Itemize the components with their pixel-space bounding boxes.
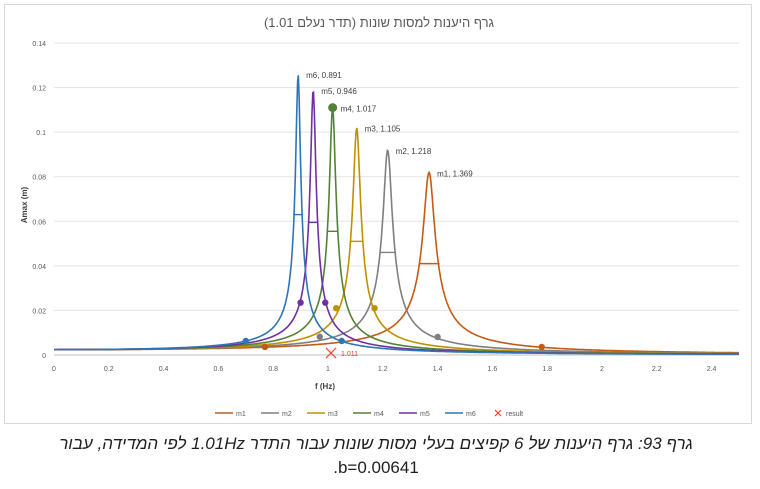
y-tick-label: 0.02 bbox=[32, 308, 46, 315]
x-tick-label: 0.2 bbox=[104, 366, 114, 373]
x-tick-label: 1 bbox=[326, 366, 330, 373]
series-line-m4 bbox=[54, 107, 739, 355]
series-line-m6 bbox=[54, 75, 739, 355]
marker-m6 bbox=[338, 337, 345, 345]
y-tick-label: 0.12 bbox=[32, 86, 46, 93]
half-width-markers bbox=[293, 213, 440, 265]
y-axis-ticks: 0 0.02 0.04 0.06 0.08 0.1 0.12 0.14 bbox=[32, 41, 46, 360]
legend-label-m5: m5 bbox=[420, 411, 430, 418]
marker-m3 bbox=[333, 305, 340, 312]
resonance-chart: גרף היענות למסות שונות (תדר נעלם 1.01) 0… bbox=[20, 15, 739, 418]
peak-label-m4: m4, 1.017 bbox=[341, 105, 377, 114]
peak-label-m2: m2, 1.218 bbox=[396, 147, 432, 156]
y-tick-label: 0 bbox=[42, 353, 46, 360]
legend-label-m3: m3 bbox=[328, 411, 338, 418]
x-tick-label: 1.2 bbox=[378, 366, 388, 373]
x-axis-ticks: 0 0.2 0.4 0.6 0.8 1 1.2 1.4 1.6 1.8 2 2.2 2.4 bbox=[52, 366, 717, 373]
marker-m5 bbox=[322, 299, 329, 306]
x-tick-label: 0.6 bbox=[214, 366, 224, 373]
x-tick-label: 0.8 bbox=[268, 366, 278, 373]
x-tick-label: 0 bbox=[52, 366, 56, 373]
x-tick-label: 2.2 bbox=[652, 366, 662, 373]
marker-m5 bbox=[297, 299, 304, 306]
peak-labels: m1, 1.369 m2, 1.218 m3, 1.105 m4, 1.017 m5, … bbox=[306, 71, 473, 178]
marker-m1 bbox=[538, 343, 545, 351]
legend-label-m2: m2 bbox=[282, 411, 292, 418]
y-axis-label: Amax (m) bbox=[20, 186, 29, 223]
legend-swatch-result bbox=[494, 409, 502, 417]
peak-label-m3: m3, 1.105 bbox=[365, 125, 401, 134]
x-tick-label: 1.8 bbox=[542, 366, 552, 373]
caption-line-1: גרף 93: גרף היענות של 6 קפיצים בעלי מסות… bbox=[59, 434, 693, 453]
legend: m1 m2 m3 m4 m5 m6 result bbox=[215, 409, 523, 418]
figure-caption: גרף 93: גרף היענות של 6 קפיצים בעלי מסות… bbox=[0, 432, 752, 480]
peak-label-m1: m1, 1.369 bbox=[437, 169, 473, 178]
caption-line-2: b=0.00641. bbox=[333, 458, 419, 477]
peak-label-m5: m5, 0.946 bbox=[321, 87, 357, 96]
chart-title: גרף היענות למסות שונות (תדר נעלם 1.01) bbox=[264, 15, 495, 30]
legend-label-m4: m4 bbox=[374, 411, 384, 418]
x-tick-label: 1.4 bbox=[433, 366, 443, 373]
x-tick-label: 1.6 bbox=[488, 366, 498, 373]
legend-label-m6: m6 bbox=[466, 411, 476, 418]
marker-m3 bbox=[371, 305, 378, 312]
result-x-mark bbox=[325, 347, 337, 359]
result-label: 1.011 bbox=[341, 351, 358, 358]
x-tick-label: 0.4 bbox=[159, 366, 169, 373]
legend-label-result: result bbox=[506, 411, 523, 418]
result-marker: 1.011 bbox=[325, 347, 358, 359]
x-axis-label: f (Hz) bbox=[315, 382, 335, 391]
marker-m4 bbox=[328, 103, 338, 113]
y-tick-label: 0.1 bbox=[36, 130, 46, 137]
marker-m6 bbox=[242, 337, 249, 345]
marker-m2 bbox=[434, 333, 441, 341]
series-markers bbox=[242, 103, 545, 351]
legend-label-m1: m1 bbox=[236, 411, 246, 418]
series-line-m3 bbox=[54, 127, 739, 355]
y-tick-label: 0.14 bbox=[32, 41, 46, 48]
peak-label-m6: m6, 0.891 bbox=[306, 71, 342, 80]
y-tick-label: 0.06 bbox=[32, 219, 46, 226]
x-tick-label: 2.4 bbox=[707, 366, 717, 373]
marker-m1 bbox=[261, 343, 269, 351]
gridlines bbox=[54, 42, 739, 356]
x-tick-label: 2 bbox=[600, 366, 604, 373]
chart-frame: גרף היענות למסות שונות (תדר נעלם 1.01) 0… bbox=[4, 4, 752, 424]
y-tick-label: 0.08 bbox=[32, 175, 46, 182]
series-lines bbox=[54, 75, 739, 355]
y-tick-label: 0.04 bbox=[32, 264, 46, 271]
marker-m2 bbox=[316, 333, 323, 340]
